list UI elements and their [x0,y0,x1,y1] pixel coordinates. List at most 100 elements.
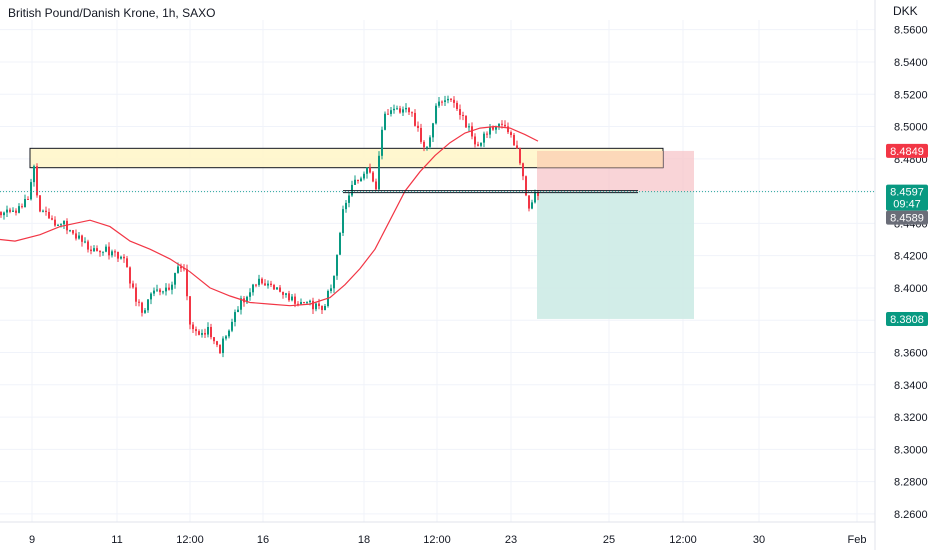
candle-body [513,134,515,146]
candle-body [324,306,326,311]
candle-body [183,268,185,270]
y-tick-label: 8.2800 [894,477,928,489]
take-profit-zone[interactable] [537,191,694,319]
candle-body [87,241,89,250]
candle-body [390,110,392,114]
candle-body [117,251,119,259]
candle-body [108,246,110,256]
candle-body [315,303,317,310]
candle-body [12,210,14,212]
candle-body [435,105,437,124]
drawing-layer[interactable] [29,147,694,319]
candle-body [249,292,251,297]
candle-body [63,220,65,225]
candle-body [204,333,206,335]
candle-body [372,172,374,182]
candle-body [78,235,80,239]
candle-body [225,336,227,339]
candle-body [405,107,407,110]
candle-body [72,230,74,234]
candle-body [138,301,140,303]
x-tick-label: 11 [111,534,122,546]
candle-body [402,109,404,113]
candle-body [459,109,461,116]
candle-body [474,136,476,145]
candle-body [99,251,101,253]
candle-body [102,251,104,253]
candle-body [447,98,449,101]
x-tick-label: 25 [603,534,615,546]
candle-body [510,132,512,135]
candle-body [312,300,314,310]
candle-body [162,291,164,293]
candle-body [255,284,257,286]
entry-price-tag-text: 8.4589 [890,213,924,225]
candle-body [462,115,464,117]
stop-price-tag [886,143,928,158]
candle-body [333,275,335,289]
candle-body [411,112,413,114]
candle-body [213,337,215,342]
candle-body [195,329,197,332]
candle-body [219,344,221,354]
candle-body [300,301,302,305]
candle-body [264,283,266,286]
candle-body [438,101,440,106]
candle-body [153,290,155,294]
candle-body [174,272,176,285]
candle-body [318,303,320,306]
candle-body [504,124,506,127]
candle-body [210,326,212,338]
candle-body [24,199,26,208]
candle-body [525,176,527,196]
candle-body [279,287,281,292]
overlay-layer [0,190,875,194]
candle-body [18,206,20,213]
candle-body [237,309,239,313]
candle-body [228,330,230,337]
chart-title: British Pound/Danish Krone, 1h, SAXO [8,6,216,20]
candle-body [360,178,362,182]
candle-body [231,321,233,331]
candle-body [246,296,248,303]
candle-body [375,181,377,190]
candle-body [234,312,236,322]
candle-body [168,287,170,290]
candle-body [420,127,422,142]
candle-body [441,101,443,103]
candle-body [456,102,458,110]
y-tick-label: 8.3200 [894,412,928,424]
candle-body [120,256,122,259]
moving-average-line [0,125,539,307]
candle-body [84,241,86,243]
candle-body [9,209,11,212]
candle-body [399,108,401,113]
candle-body [51,218,53,220]
candle-body [345,202,347,210]
y-tick-label: 8.3600 [894,348,928,360]
current-price-tag [886,184,928,211]
candle-body [45,210,47,212]
candle-body [126,258,128,268]
candle-body [216,341,218,345]
candle-body [297,303,299,305]
candle-body [534,192,536,203]
candle-body [132,283,134,288]
candle-body [42,210,44,212]
candle-body [507,126,509,133]
candle-body [396,108,398,110]
candle-body [480,142,482,146]
candle-body [354,179,356,185]
candle-body [363,173,365,179]
candle-body [33,166,35,183]
candle-body [444,100,446,102]
candle-body [150,293,152,300]
y-tick-label: 8.5200 [894,89,928,101]
candle-body [60,224,62,226]
candle-body [198,331,200,335]
candle-body [105,246,107,252]
target-price-tag [886,311,928,326]
